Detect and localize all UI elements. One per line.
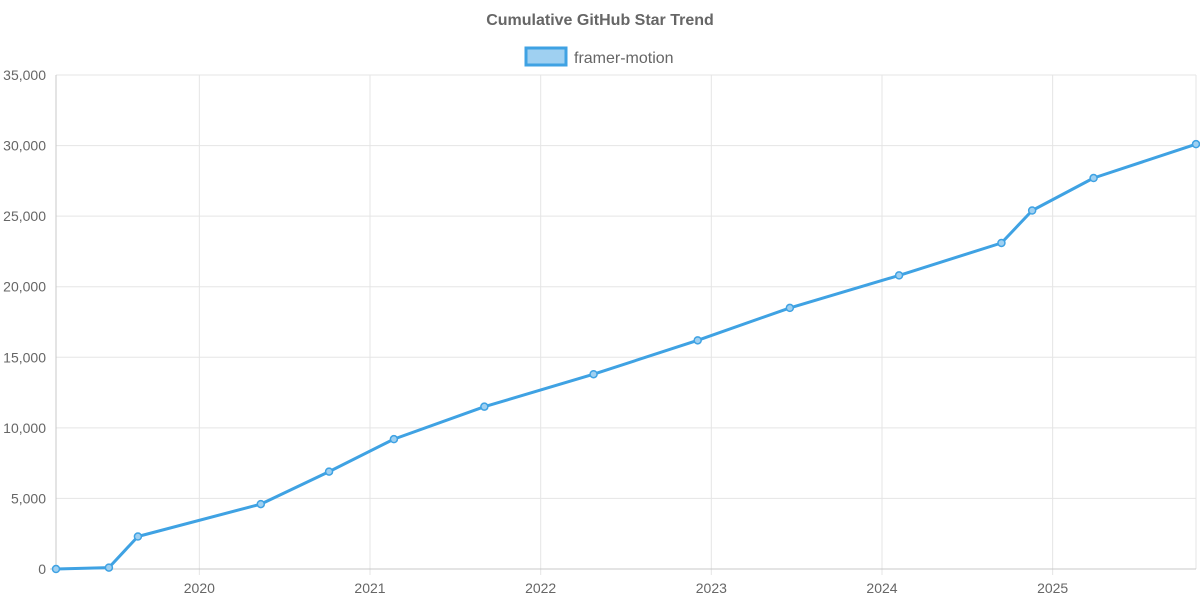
- data-point[interactable]: [389, 434, 399, 444]
- series-line-framer-motion: [54, 142, 1198, 571]
- data-point[interactable]: [51, 564, 61, 574]
- y-tick-label: 30,000: [3, 138, 46, 154]
- y-tick-label: 0: [38, 561, 46, 577]
- axes: [50, 75, 1196, 570]
- data-point[interactable]: [133, 532, 143, 541]
- legend-swatch[interactable]: [524, 46, 568, 67]
- tick-labels: 0 5,000 10,000 15,000 20,000 25,000 30,000 35,0…: [3, 67, 1068, 596]
- data-points: [51, 139, 1200, 574]
- data-point[interactable]: [256, 499, 266, 509]
- x-tick-label: 2025: [1037, 580, 1068, 596]
- y-tick-label: 35,000: [3, 67, 46, 83]
- series-framer-motion: [54, 142, 1198, 571]
- x-tick-label: 2024: [866, 580, 897, 596]
- grid: [55, 74, 1197, 575]
- data-point[interactable]: [997, 238, 1006, 248]
- data-point[interactable]: [693, 336, 702, 345]
- data-point[interactable]: [480, 402, 489, 411]
- data-point[interactable]: [1027, 206, 1037, 215]
- data-point[interactable]: [894, 271, 904, 280]
- y-tick-label: 5,000: [11, 490, 46, 506]
- y-tick-label: 15,000: [3, 349, 46, 365]
- legend[interactable]: framer-motion: [524, 46, 674, 67]
- data-point[interactable]: [1089, 173, 1098, 183]
- y-tick-label: 10,000: [3, 420, 46, 436]
- chart-title: Cumulative GitHub Star Trend: [486, 12, 714, 29]
- y-tick-label: 20,000: [3, 279, 46, 295]
- data-point[interactable]: [589, 369, 598, 379]
- data-point[interactable]: [324, 467, 334, 476]
- data-point[interactable]: [785, 303, 795, 313]
- legend-label[interactable]: framer-motion: [574, 50, 674, 67]
- data-point[interactable]: [1191, 139, 1200, 149]
- x-tick-label: 2021: [354, 580, 385, 596]
- x-tick-label: 2020: [184, 580, 215, 596]
- x-tick-label: 2023: [696, 580, 727, 596]
- y-tick-label: 25,000: [3, 208, 46, 224]
- data-point[interactable]: [104, 563, 114, 572]
- x-tick-label: 2022: [525, 580, 556, 596]
